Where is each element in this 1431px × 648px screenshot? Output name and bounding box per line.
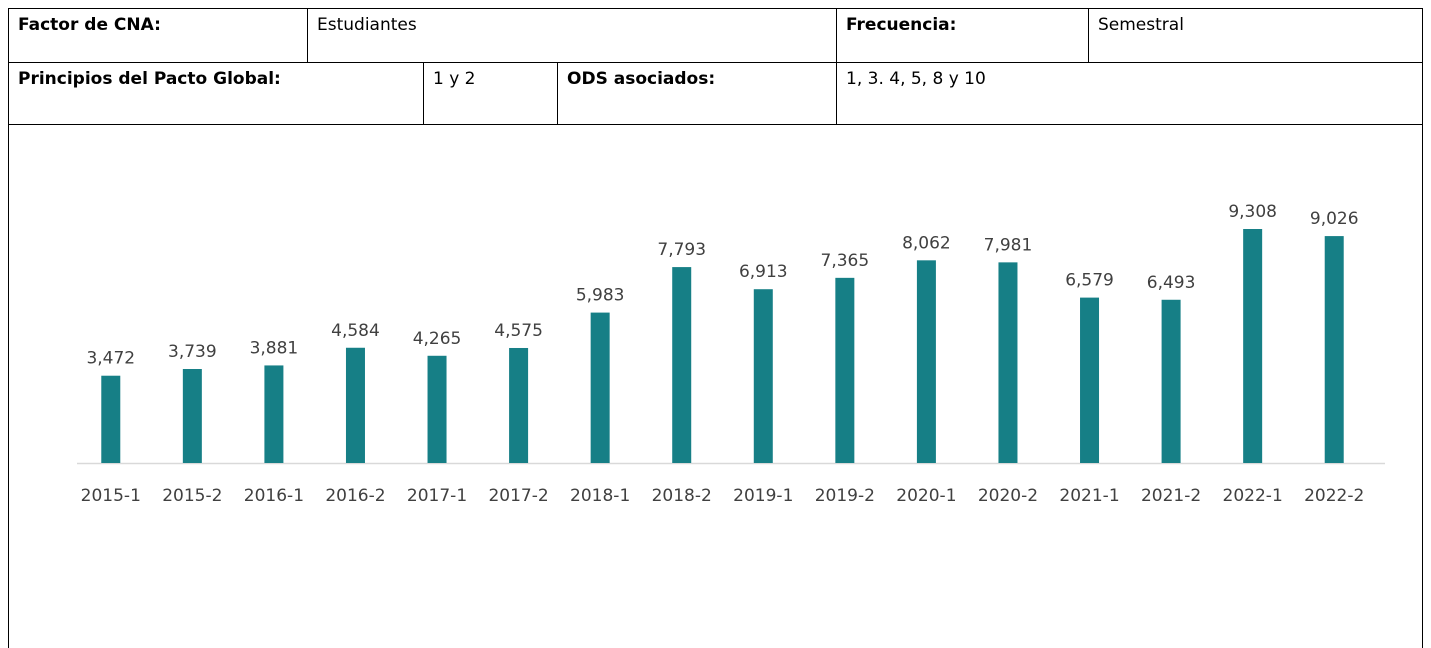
bar	[590, 312, 610, 463]
bar	[998, 262, 1018, 463]
data-label: 7,793	[657, 240, 706, 260]
bar	[427, 355, 447, 463]
bar	[1080, 297, 1100, 463]
x-tick-label: 2019-1	[733, 486, 793, 506]
data-label: 7,365	[821, 251, 870, 271]
bar	[509, 347, 529, 463]
x-tick-label: 2020-2	[978, 486, 1038, 506]
data-label: 4,575	[494, 321, 543, 341]
data-label: 5,983	[576, 286, 625, 306]
x-tick-label: 2018-1	[570, 486, 630, 506]
x-tick-label: 2015-1	[81, 486, 141, 506]
bar	[916, 260, 936, 463]
x-tick-label: 2016-2	[325, 486, 385, 506]
x-tick-label: 2015-2	[162, 486, 222, 506]
x-tick-label: 2019-2	[815, 486, 875, 506]
bar	[1243, 229, 1263, 463]
x-tick-label: 2022-1	[1223, 486, 1283, 506]
x-tick-label: 2021-2	[1141, 486, 1201, 506]
bar	[1161, 299, 1181, 463]
data-label: 6,579	[1065, 271, 1114, 291]
data-label: 8,062	[902, 233, 951, 253]
bar	[835, 277, 855, 463]
data-label: 6,493	[1147, 273, 1196, 293]
x-tick-label: 2016-1	[244, 486, 304, 506]
bar	[1324, 236, 1344, 463]
bar	[672, 267, 692, 463]
data-label: 9,026	[1310, 209, 1359, 229]
data-label: 3,881	[250, 338, 299, 358]
data-label: 3,472	[86, 349, 135, 369]
data-label: 6,913	[739, 262, 788, 282]
data-label: 4,265	[413, 329, 462, 349]
x-tick-label: 2017-1	[407, 486, 467, 506]
bar	[345, 347, 365, 463]
bar	[264, 365, 284, 463]
chart-cell	[8, 124, 1423, 648]
bar	[182, 369, 202, 463]
x-tick-label: 2018-2	[652, 486, 712, 506]
x-tick-label: 2021-1	[1059, 486, 1119, 506]
data-label: 4,584	[331, 321, 380, 341]
data-label: 7,981	[984, 235, 1033, 255]
x-tick-label: 2017-2	[488, 486, 548, 506]
bar	[753, 289, 773, 463]
x-tick-label: 2022-2	[1304, 486, 1364, 506]
data-label: 3,739	[168, 342, 217, 362]
data-label: 9,308	[1228, 202, 1277, 222]
x-tick-label: 2020-1	[896, 486, 956, 506]
bar	[101, 375, 121, 463]
